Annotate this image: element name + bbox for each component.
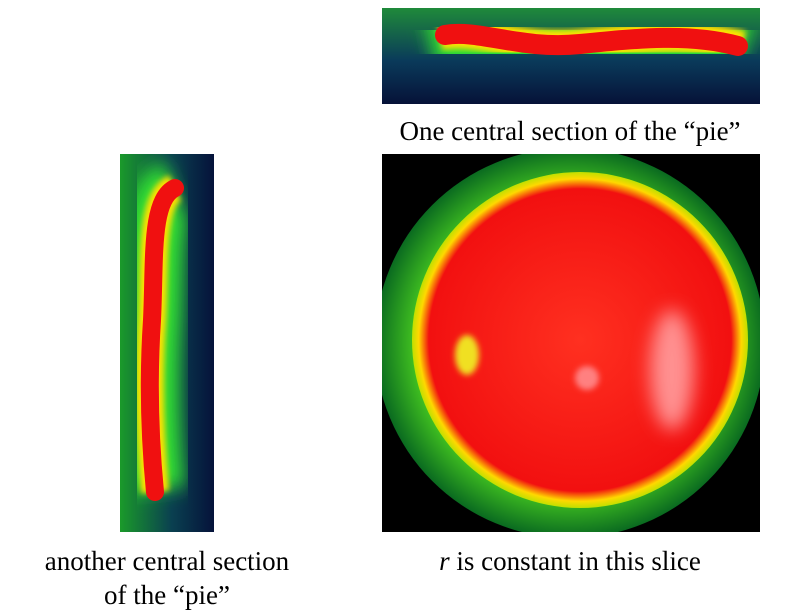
top-image (382, 8, 760, 104)
caption-symbol: r (439, 546, 450, 576)
caption: of the “pie” (104, 580, 230, 610)
figure: One central section of the “pie” another… (0, 0, 786, 616)
caption: another central section (45, 546, 290, 576)
left-image (120, 154, 214, 532)
caption: One central section of the “pie” (399, 116, 740, 146)
caption: r is constant in this slice (439, 546, 701, 576)
right-image (375, 148, 765, 538)
caption-text: is constant in this slice (450, 546, 701, 576)
